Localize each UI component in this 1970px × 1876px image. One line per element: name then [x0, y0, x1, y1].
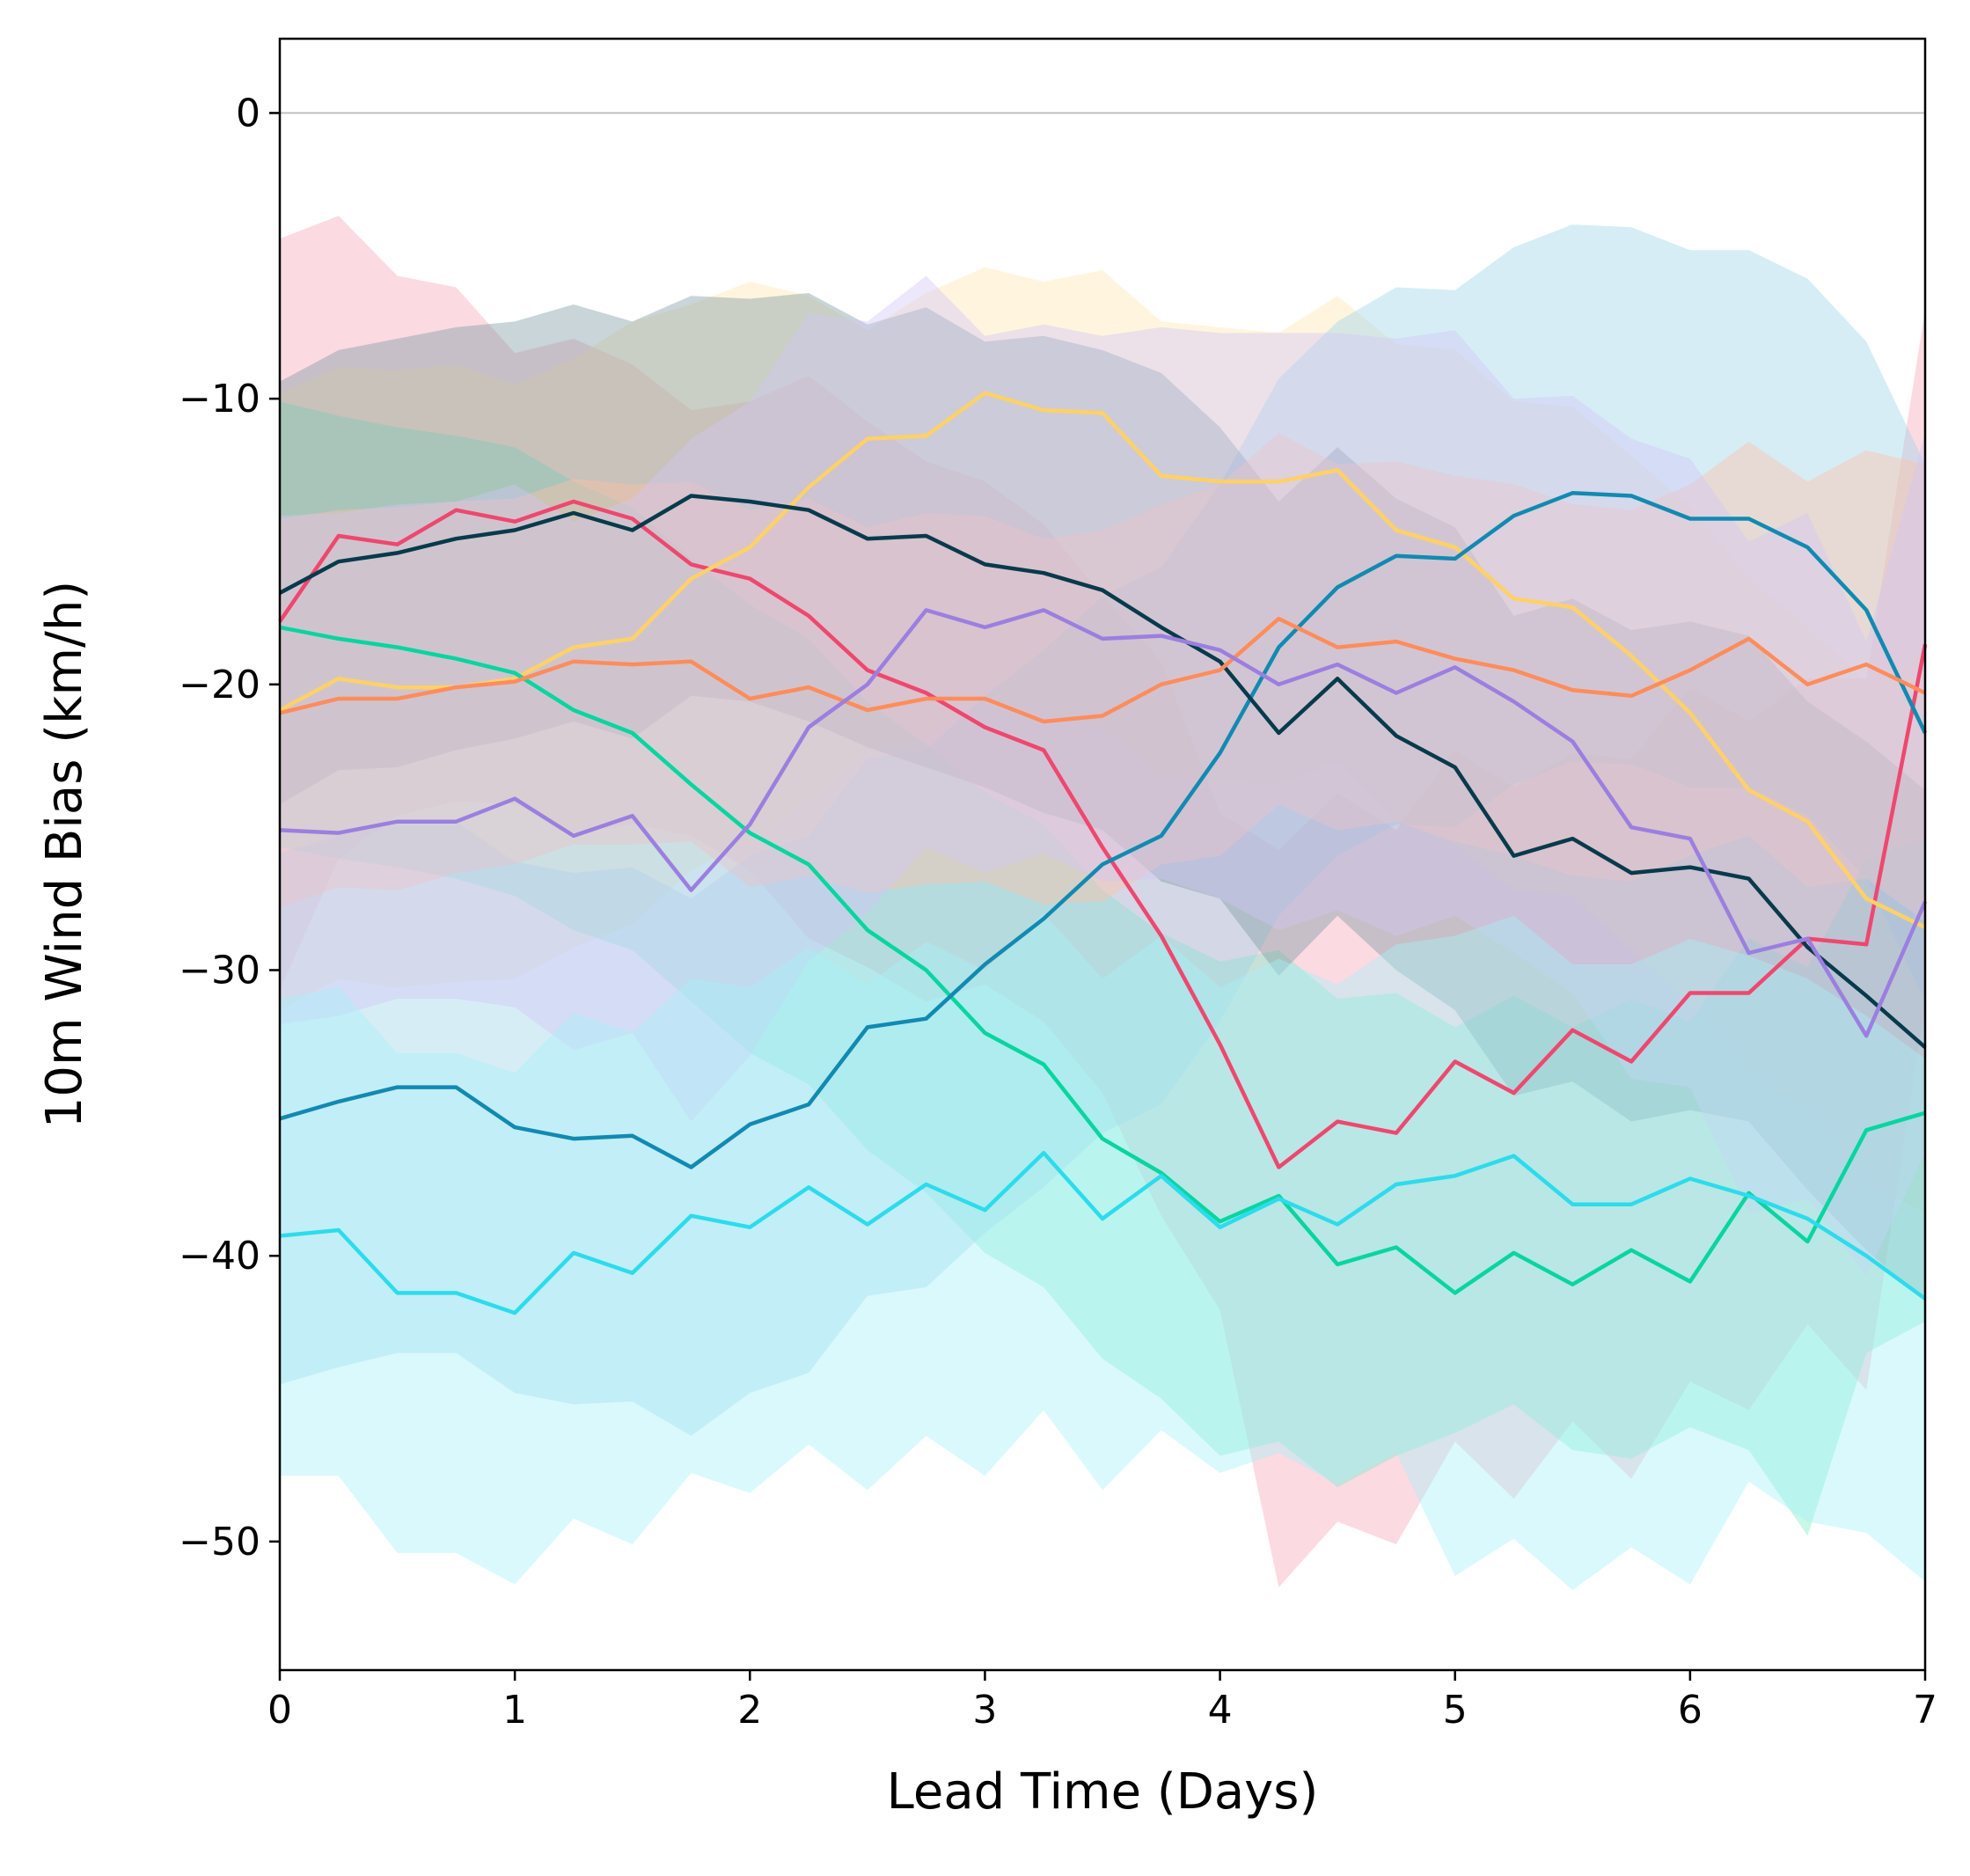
y-axis-label: 10m Wind Bias (km/h) [36, 581, 93, 1128]
series-lines [278, 391, 1928, 1315]
y-tick-label: −40 [179, 1234, 260, 1279]
y-tick-label: −10 [179, 377, 260, 421]
series-4-line [279, 491, 1928, 1169]
y-tick-label: 0 [236, 91, 260, 136]
plot-frame [278, 37, 1927, 1672]
series-7-line [279, 608, 1928, 1038]
x-tick-label: 7 [1913, 1688, 1937, 1733]
series-7-band [280, 275, 1925, 1276]
y-tick-label: −20 [179, 663, 260, 707]
series-8-line [279, 1151, 1927, 1315]
series-3-line [279, 625, 1926, 1295]
x-tick-label: 6 [1678, 1688, 1703, 1733]
series-2-line [278, 391, 1926, 929]
x-tick-label: 0 [267, 1688, 292, 1733]
y-tick-label: −30 [179, 949, 260, 993]
y-axis-ticks: 0 −10 −20 −30 −40 −50 [179, 91, 280, 1565]
x-axis-label: Lead Time (Days) [887, 1763, 1319, 1821]
x-tick-label: 1 [502, 1688, 527, 1733]
x-tick-label: 4 [1208, 1688, 1233, 1733]
y-tick-label: −50 [179, 1520, 260, 1565]
confidence-bands [280, 216, 1925, 1591]
series-4-band [280, 224, 1925, 1436]
series-5-band [280, 293, 1925, 1302]
x-axis-ticks: 0 1 2 3 4 5 6 7 [267, 1670, 1937, 1733]
series-1-line [278, 499, 1928, 1169]
x-tick-label: 5 [1443, 1688, 1468, 1733]
series-6-line [279, 616, 1926, 724]
series-8-band [280, 912, 1925, 1591]
series-2-band [280, 267, 1925, 1213]
series-6-band [280, 433, 1925, 922]
x-tick-label: 3 [972, 1688, 997, 1733]
x-tick-label: 2 [737, 1688, 762, 1733]
series-5-line [278, 494, 1927, 1049]
series-1-band [280, 216, 1925, 1587]
